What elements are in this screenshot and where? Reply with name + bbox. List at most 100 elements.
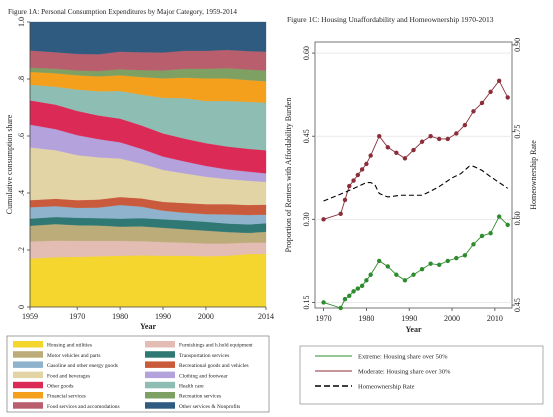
legend-label-other-goods: Other goods (47, 384, 74, 390)
point-moderate-housing-share-over-30 (411, 147, 416, 153)
legend-swatch-housing-and-utilities (13, 341, 43, 348)
point-extreme-housing-share-over-50 (479, 233, 485, 239)
point-moderate-housing-share-over-30 (377, 134, 382, 139)
point-extreme-housing-share-over-50 (496, 214, 502, 219)
point-extreme-housing-share-over-50 (368, 272, 373, 277)
y-tick-label: .4 (17, 190, 26, 196)
legend-label-extreme-housing-share-over-50: Extreme: Housing share over 50% (358, 354, 448, 361)
point-moderate-housing-share-over-30 (364, 161, 369, 167)
y-tick-label: 0.60 (302, 46, 311, 60)
point-moderate-housing-share-over-30 (488, 89, 493, 95)
line-homeownership-rate (323, 165, 509, 202)
point-extreme-housing-share-over-50 (355, 286, 361, 291)
point-moderate-housing-share-over-30 (428, 134, 433, 139)
legend-label-health-care: Health care (179, 384, 204, 390)
legend-swatch-other-goods (13, 381, 43, 389)
x-tick-label: 2010 (487, 314, 503, 323)
point-extreme-housing-share-over-50 (505, 222, 510, 228)
legend-swatch-clothing-and-footwear (145, 371, 175, 379)
y2-tick-label: 0.60 (513, 211, 522, 225)
chart-1a-ylabel: Cumulative consumption share (5, 114, 14, 214)
y2-tick-label: 0.75 (513, 125, 522, 139)
point-extreme-housing-share-over-50 (321, 300, 326, 305)
point-moderate-housing-share-over-30 (338, 211, 343, 216)
legend-swatch-food-and-beverages (13, 371, 43, 379)
x-tick-label: 1970 (316, 314, 332, 323)
chart-1c-xlabel: Year (406, 325, 422, 334)
point-extreme-housing-share-over-50 (402, 278, 408, 283)
point-moderate-housing-share-over-30 (351, 178, 356, 183)
point-moderate-housing-share-over-30 (368, 153, 373, 158)
point-extreme-housing-share-over-50 (342, 296, 348, 302)
legend-label-homeownership-rate: Homeownership Rate (358, 384, 415, 391)
legend-swatch-health-care (145, 381, 175, 389)
legend-label-recreational-goods-and-vehicles: Recreational goods and vehicles (179, 363, 249, 369)
point-extreme-housing-share-over-50 (338, 305, 343, 311)
point-moderate-housing-share-over-30 (394, 150, 399, 156)
legend-swatch-motor-vehicles-and-parts (13, 351, 43, 358)
point-extreme-housing-share-over-50 (462, 253, 468, 258)
point-moderate-housing-share-over-30 (321, 217, 326, 222)
chart-1a-group: Figure 1A: Personal Consumption Expendit… (5, 8, 274, 413)
area-housing-and-utilities (29, 253, 267, 308)
point-extreme-housing-share-over-50 (377, 258, 382, 264)
y-tick-label: 0.30 (302, 212, 311, 226)
point-extreme-housing-share-over-50 (445, 258, 450, 264)
x-tick-label: 1970 (69, 312, 85, 321)
point-extreme-housing-share-over-50 (428, 261, 433, 266)
legend-swatch-financial-services (13, 392, 43, 399)
point-extreme-housing-share-over-50 (419, 267, 425, 272)
x-tick-label: 1980 (112, 312, 128, 321)
chart-1c-y2label: Homeownership Rate (529, 140, 538, 210)
x-tick-label: 1959 (22, 312, 38, 321)
legend-swatch-food-services-and-accomodations (13, 402, 43, 409)
y2-tick-label: 0.45 (513, 298, 522, 312)
y-tick-label: .8 (17, 76, 26, 82)
point-moderate-housing-share-over-30 (505, 95, 510, 100)
x-tick-label: 1990 (155, 312, 171, 321)
x-tick-label: 1980 (358, 314, 374, 323)
y-tick-label: 0.45 (302, 129, 311, 143)
legend-swatch-recreation-services (145, 392, 175, 399)
chart-1c-title: Figure 1C: Housing Unaffordability and H… (287, 15, 494, 24)
legend-label-transportation-services: Transportation services (179, 353, 229, 359)
y-tick-label: .6 (17, 133, 26, 139)
point-extreme-housing-share-over-50 (471, 242, 476, 247)
legend-label-motor-vehicles-and-parts: Motor vehicles and parts (47, 353, 100, 359)
point-moderate-housing-share-over-30 (385, 145, 391, 150)
legend-label-other-services-nonprofits: Other services & Nonprofits (179, 403, 240, 410)
point-moderate-housing-share-over-30 (445, 136, 450, 142)
point-extreme-housing-share-over-50 (436, 262, 442, 267)
chart-1a-title: Figure 1A: Personal Consumption Expendit… (8, 8, 237, 16)
point-moderate-housing-share-over-30 (436, 136, 442, 142)
point-extreme-housing-share-over-50 (454, 255, 459, 261)
x-tick-label: 1990 (401, 314, 417, 323)
chart-1a-legend: Housing and utilities Furnishings and h.h… (6, 335, 270, 413)
legend-label-gasoline-and-other-energy-goods: Gasoline and other energy goods (47, 363, 118, 369)
legend-swatch-recreational-goods-and-vehicles (145, 361, 175, 368)
legend-swatch-other-services-nonprofits (145, 402, 175, 409)
point-extreme-housing-share-over-50 (488, 230, 493, 236)
legend-box (6, 335, 270, 413)
legend-swatch-furnishings-and-h-hold-equipment (145, 341, 175, 348)
y-tick-label: 0 (17, 305, 26, 309)
legend-label-furnishings-and-h-hold-equipment: Furnishings and h.hold equipment (179, 343, 253, 349)
point-extreme-housing-share-over-50 (347, 293, 352, 299)
chart-1c-legend: Extreme: Housing share over 50% Moderate:… (299, 345, 544, 405)
legend-label-housing-and-utilities: Housing and utilities (47, 343, 92, 349)
legend-label-recreation-services: Recreation services (179, 394, 221, 400)
point-extreme-housing-share-over-50 (394, 272, 399, 277)
legend-swatch-transportation-services (145, 351, 175, 358)
point-moderate-housing-share-over-30 (359, 167, 365, 172)
legend-label-food-and-beverages: Food and beverages (47, 373, 90, 379)
y-tick-label: .2 (17, 247, 26, 253)
chart-1c-ylabel: Proportion of Renters with Affordability… (284, 98, 293, 253)
chart-1a-xlabel: Year (140, 322, 156, 331)
chart-1c-plot-frame (314, 41, 513, 309)
legend-label-financial-services: Financial services (47, 394, 86, 400)
point-extreme-housing-share-over-50 (359, 283, 365, 289)
area-other-services-nonprofits (29, 21, 267, 55)
point-moderate-housing-share-over-30 (471, 109, 476, 114)
